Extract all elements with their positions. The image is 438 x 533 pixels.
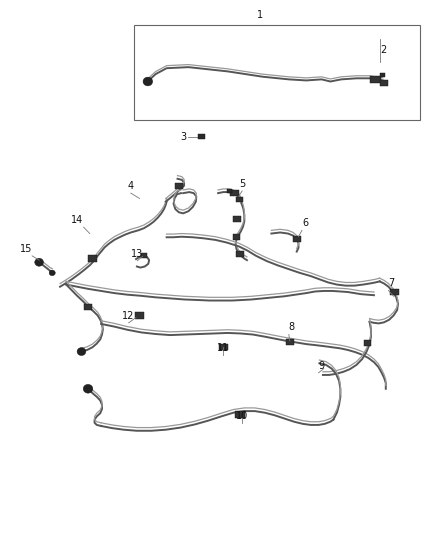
Bar (235, 411, 245, 418)
Text: 6: 6 (302, 218, 308, 228)
Bar (230, 190, 239, 196)
Text: 13: 13 (131, 248, 144, 259)
Bar (237, 197, 244, 202)
Text: 10: 10 (236, 411, 248, 421)
Bar (84, 304, 92, 310)
Bar (293, 236, 300, 242)
Text: 1: 1 (258, 10, 264, 20)
Bar (141, 254, 147, 259)
Ellipse shape (143, 77, 152, 86)
Bar (198, 134, 205, 140)
Bar (219, 344, 228, 351)
Text: 7: 7 (389, 278, 395, 288)
Bar (286, 339, 293, 345)
Text: 5: 5 (239, 179, 245, 189)
Ellipse shape (49, 270, 55, 276)
Bar (134, 25, 420, 120)
Text: 2: 2 (381, 45, 387, 55)
Text: 3: 3 (180, 132, 187, 142)
Text: 12: 12 (123, 311, 135, 321)
Ellipse shape (77, 348, 86, 356)
Bar (364, 340, 371, 346)
Text: 11: 11 (217, 343, 230, 353)
Bar (380, 73, 385, 77)
Bar (233, 216, 241, 222)
Text: 9: 9 (318, 361, 325, 370)
Bar (227, 189, 232, 193)
Text: 8: 8 (289, 322, 295, 333)
Bar (236, 251, 244, 257)
Ellipse shape (35, 259, 43, 266)
Ellipse shape (83, 384, 93, 393)
Bar (88, 255, 97, 262)
Bar (233, 234, 240, 240)
Bar (390, 289, 399, 295)
Text: 14: 14 (71, 215, 84, 225)
Bar (175, 182, 183, 189)
Bar (370, 76, 381, 83)
Text: 15: 15 (20, 244, 32, 254)
Bar (380, 80, 388, 86)
Bar (135, 312, 144, 319)
Text: 4: 4 (128, 181, 134, 191)
